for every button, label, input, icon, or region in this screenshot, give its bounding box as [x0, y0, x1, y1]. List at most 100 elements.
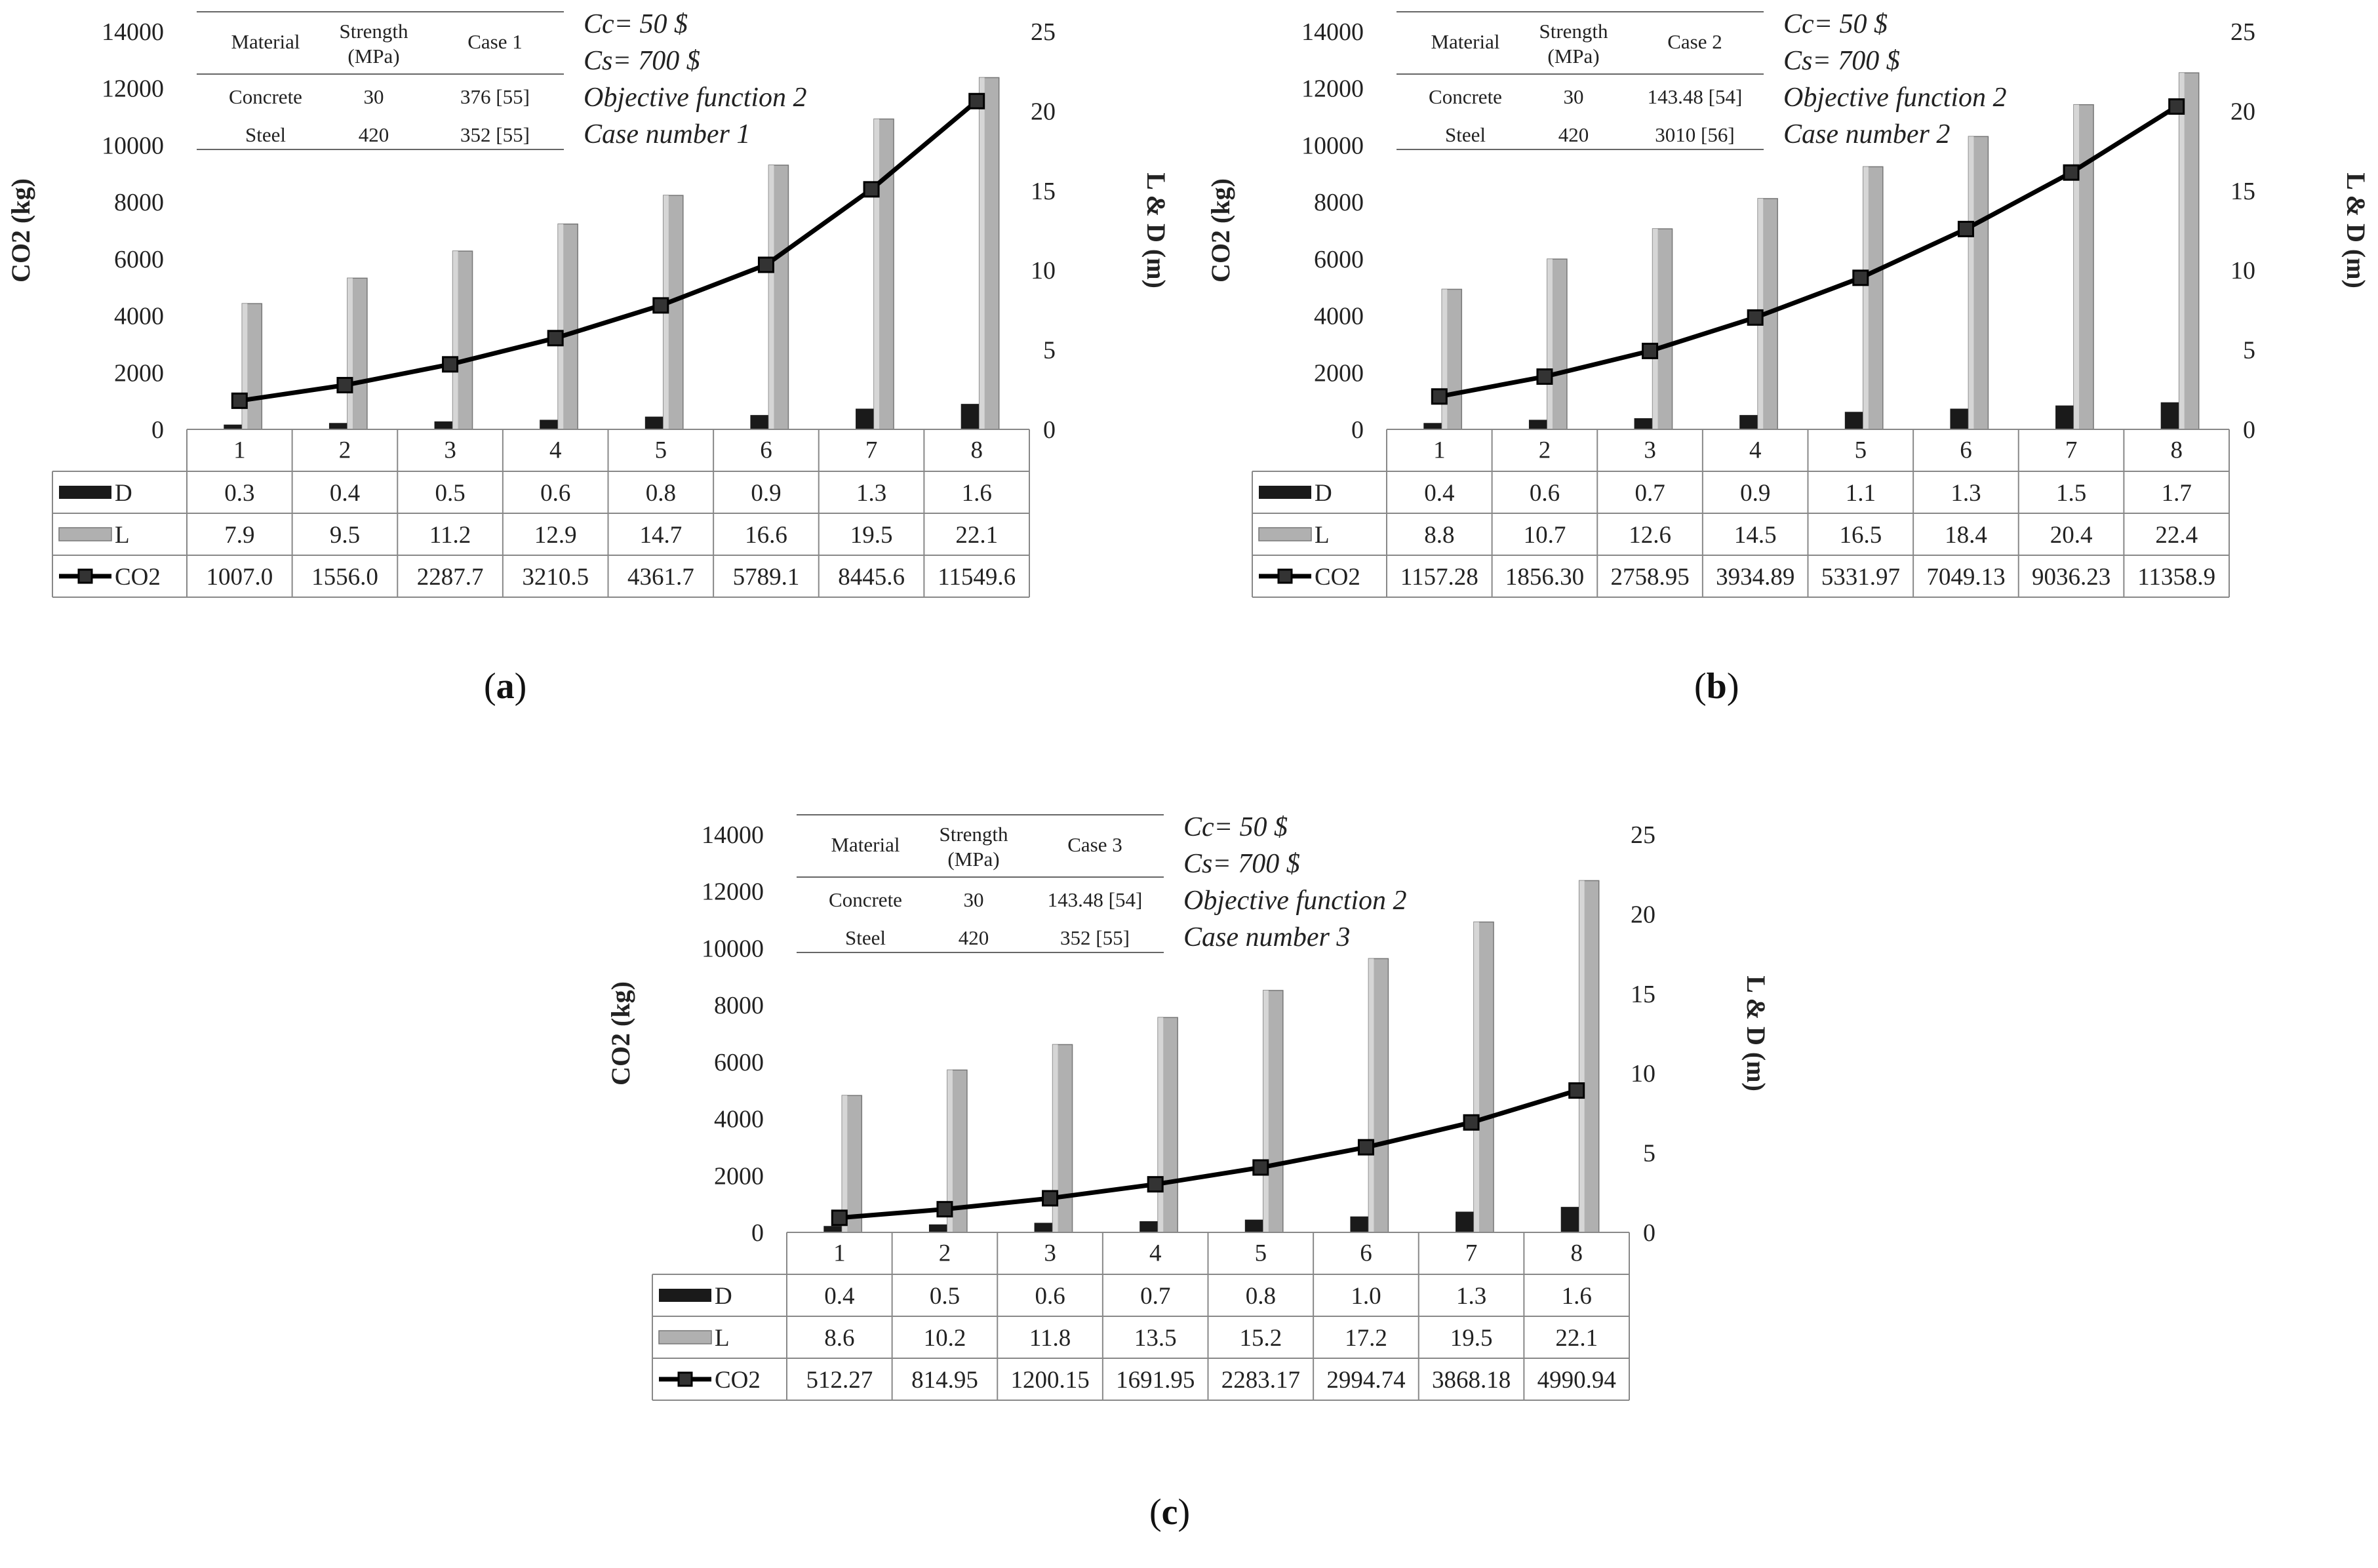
material-strength: 420 [359, 123, 389, 146]
bar-L-highlight-8 [1579, 880, 1585, 1232]
ytick-label: 8000 [114, 189, 164, 216]
co2-point-2 [336, 377, 353, 394]
note-line: Case number 1 [584, 119, 750, 149]
y-axis-label: CO2 (kg) [1206, 178, 1235, 283]
data-label-CO2: 5331.97 [1821, 564, 1900, 591]
legend-label-CO2: CO2 [115, 564, 161, 591]
chart-panel-a: 0 2000 4000 6000 8000 10000 12000 14000 0 5 10 15 20… [0, 0, 1171, 707]
bar-L-highlight-6 [768, 165, 774, 429]
note-line: Case number 3 [1183, 922, 1350, 952]
legend-label-L: L [715, 1325, 730, 1352]
legend-key-D [59, 486, 111, 499]
category-label: 4 [1149, 1240, 1162, 1267]
chart-panel-c: 0 2000 4000 6000 8000 10000 12000 14000 0 5 10 15 20… [600, 803, 1771, 1533]
data-label-L: 11.2 [429, 522, 471, 549]
y2tick-label: 10 [1631, 1060, 1655, 1088]
y2tick-label: 20 [1631, 901, 1655, 928]
data-label-D: 0.6 [1035, 1283, 1065, 1310]
caption-a: (a) [484, 666, 527, 707]
data-label-L: 19.5 [1450, 1325, 1493, 1352]
category-label: 3 [1044, 1240, 1056, 1267]
data-label-CO2: 8445.6 [838, 564, 905, 591]
bar-L-highlight-7 [2074, 104, 2080, 430]
data-label-D: 0.6 [540, 480, 570, 507]
bar-L-highlight-2 [347, 278, 353, 429]
material-name: Steel [845, 926, 886, 949]
data-table: 1 2 3 4 5 6 7 8 D 0.4 0.5 0.6 0.7 0.8 1.0 1.3 1.6 L 8.6 10.… [652, 1232, 1630, 1401]
y2tick-label: 0 [1043, 416, 1056, 444]
case-header: Case 2 [1667, 30, 1722, 53]
bar-D-5 [1844, 412, 1863, 429]
material-name: Concrete [1429, 85, 1502, 108]
ytick-label: 4000 [1314, 303, 1364, 330]
data-label-L: 16.6 [745, 522, 787, 549]
note-line: Case number 2 [1783, 119, 1950, 149]
data-label-L: 8.8 [1424, 522, 1454, 549]
legend-label-L: L [1315, 522, 1330, 549]
data-label-D: 0.5 [435, 480, 465, 507]
data-label-L: 22.1 [1555, 1325, 1598, 1352]
legend-key-CO2-marker [677, 1371, 693, 1387]
chart-a: 0200040006000800010000120001400005101520… [6, 9, 1171, 598]
material-strength: 420 [959, 926, 989, 949]
bar-D-7 [2055, 405, 2074, 429]
ytick-label: 10000 [102, 132, 164, 159]
data-label-L: 22.4 [2155, 522, 2198, 549]
material-strength: 420 [1558, 123, 1589, 146]
bar-L-highlight-3 [1052, 1044, 1058, 1232]
ytick-label: 6000 [714, 1049, 764, 1076]
bar-L-highlight-2 [947, 1070, 953, 1232]
ytick-label: 10000 [702, 935, 764, 962]
material-strength: 30 [1564, 85, 1584, 108]
chart-c: 0200040006000800010000120001400005101520… [606, 812, 1771, 1401]
co2-point-5 [1852, 269, 1869, 286]
bar-L-highlight-3 [1652, 229, 1658, 429]
material-table: Material Strength(MPa) Case 2 Concrete 30 143… [1397, 11, 1764, 150]
ytick-label: 0 [751, 1219, 764, 1247]
caption-c: (c) [1149, 1492, 1191, 1533]
y2-axis-label: L & D (m) [1741, 975, 1771, 1091]
data-label-CO2: 7049.13 [1926, 564, 2005, 591]
material-name: Concrete [829, 888, 902, 911]
ytick-label: 14000 [102, 18, 164, 46]
data-label-L: 8.6 [824, 1325, 854, 1352]
bar-D-5 [1244, 1219, 1263, 1232]
bar-L-highlight-5 [1263, 990, 1269, 1232]
category-label: 5 [655, 437, 667, 464]
legend-label-CO2: CO2 [715, 1367, 761, 1394]
strength-header: Strength [1539, 20, 1608, 43]
co2-point-7 [2063, 164, 2080, 181]
ytick-label: 6000 [1314, 246, 1364, 273]
y2tick-label: 25 [1631, 821, 1655, 849]
y2tick-label: 5 [2243, 337, 2255, 364]
data-label-L: 11.8 [1029, 1325, 1071, 1352]
data-label-L: 10.7 [1524, 522, 1566, 549]
ytick-label: 10000 [1301, 132, 1364, 159]
note-line: Cs= 700 $ [1783, 46, 1900, 76]
y-axis-label: CO2 (kg) [6, 178, 35, 283]
category-label: 5 [1255, 1240, 1267, 1267]
bar-D-2 [1528, 420, 1547, 429]
co2-line [239, 99, 978, 403]
legend-key-D [659, 1289, 711, 1302]
data-label-L: 17.2 [1345, 1325, 1387, 1352]
y2tick-label: 0 [1643, 1219, 1655, 1247]
data-label-CO2: 4361.7 [627, 564, 694, 591]
data-label-D: 0.9 [1740, 480, 1770, 507]
bar-L-highlight-4 [558, 224, 564, 429]
strength-header: Strength [339, 20, 408, 43]
note-line: Cc= 50 $ [1183, 812, 1288, 842]
bar-D-8 [961, 404, 980, 429]
co2-point-4 [1147, 1176, 1164, 1193]
data-label-CO2: 2287.7 [417, 564, 484, 591]
data-label-CO2: 1200.15 [1010, 1367, 1089, 1394]
legend-label-D: D [115, 480, 132, 507]
category-label: 1 [1433, 437, 1446, 464]
co2-point-4 [547, 330, 564, 347]
data-label-CO2: 11358.9 [2137, 564, 2215, 591]
strength-unit-header: (MPa) [347, 45, 399, 68]
ytick-label: 12000 [102, 75, 164, 103]
material-co2: 143.48 [54] [1048, 888, 1143, 911]
category-label: 6 [1960, 437, 1972, 464]
strength-header: Strength [939, 823, 1008, 846]
